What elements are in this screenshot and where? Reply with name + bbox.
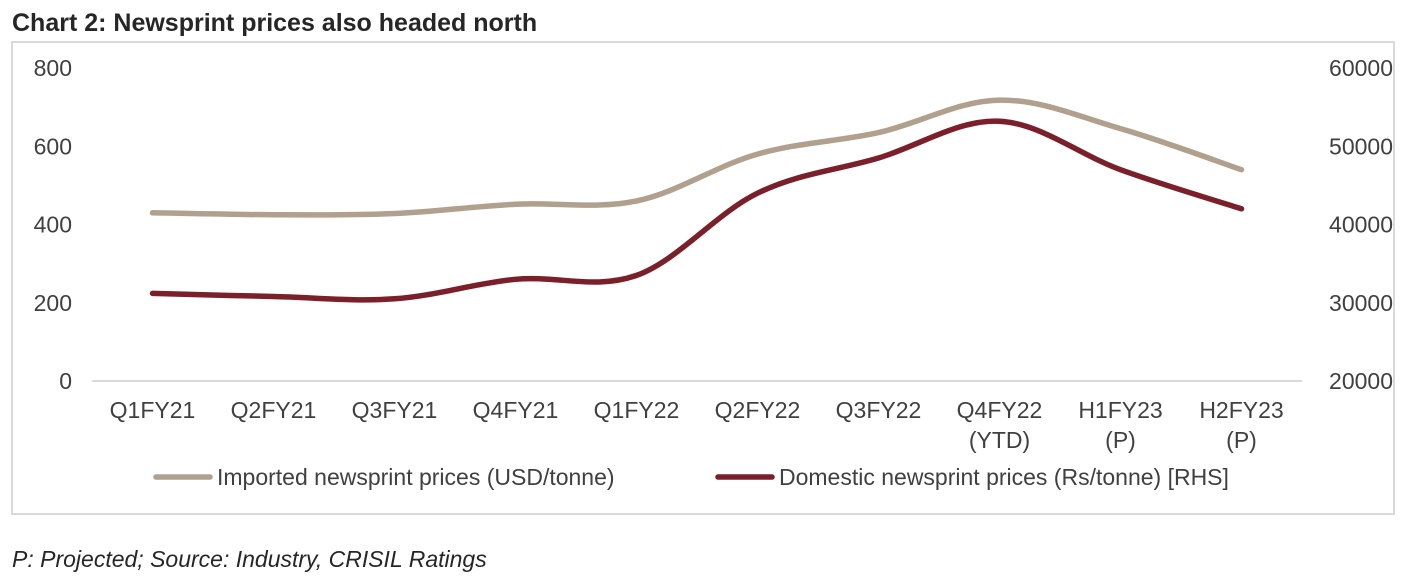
footnote: P: Projected; Source: Industry, CRISIL R… — [12, 546, 487, 572]
x-tick-label: (P) — [1105, 427, 1136, 453]
x-tick-label: H1FY23 — [1078, 397, 1162, 423]
y-right-tick-label: 60000 — [1329, 55, 1393, 81]
y-left-tick-label: 600 — [34, 133, 72, 159]
x-tick-label: Q4FY21 — [473, 397, 559, 423]
x-tick-label: Q3FY21 — [352, 397, 438, 423]
legend-label: Domestic newsprint prices (Rs/tonne) [RH… — [779, 464, 1229, 490]
y-left-tick-label: 400 — [34, 212, 72, 238]
x-tick-label: Q3FY22 — [836, 397, 922, 423]
x-tick-label: H2FY23 — [1199, 397, 1283, 423]
y-left-tick-label: 800 — [34, 55, 72, 81]
y-right-tick-label: 50000 — [1329, 133, 1393, 159]
series-line-imported — [149, 97, 1245, 218]
x-tick-label: (YTD) — [969, 427, 1030, 453]
series-line-domestic — [149, 118, 1245, 303]
x-tick-label: Q2FY21 — [231, 397, 317, 423]
y-right-tick-label: 20000 — [1329, 368, 1393, 394]
y-right-tick-label: 40000 — [1329, 212, 1393, 238]
x-tick-label: Q1FY22 — [594, 397, 680, 423]
chart-title: Chart 2: Newsprint prices also headed no… — [12, 9, 538, 37]
x-tick-label: (P) — [1226, 427, 1257, 453]
x-tick-label: Q1FY21 — [110, 397, 196, 423]
y-left-tick-label: 200 — [34, 290, 72, 316]
x-tick-label: Q2FY22 — [715, 397, 801, 423]
legend-label: Imported newsprint prices (USD/tonne) — [217, 464, 615, 490]
x-tick-label: Q4FY22 — [957, 397, 1043, 423]
chart-frame — [11, 41, 1395, 515]
y-right-tick-label: 30000 — [1329, 290, 1393, 316]
y-left-tick-label: 0 — [59, 368, 72, 394]
